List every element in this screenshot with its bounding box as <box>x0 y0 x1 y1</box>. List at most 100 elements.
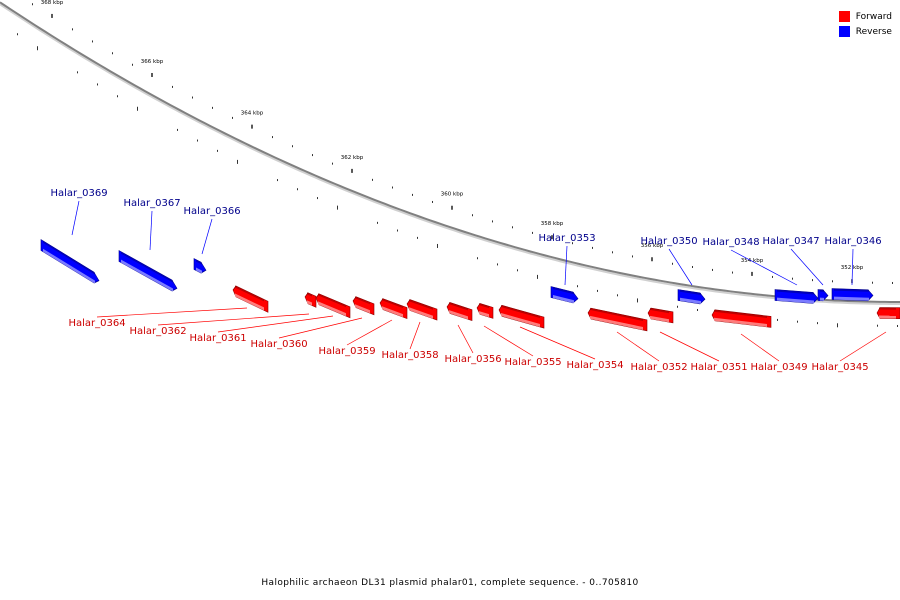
minor-tick-upper <box>372 178 373 181</box>
leader-line <box>730 249 798 286</box>
gene-shade <box>479 303 489 309</box>
minor-tick-lower <box>77 71 78 74</box>
minor-tick-upper <box>692 265 693 268</box>
leader-line <box>409 321 421 350</box>
minor-tick-lower <box>417 236 418 239</box>
minor-tick-upper <box>292 145 293 148</box>
minor-tick-upper <box>172 85 173 88</box>
gene-label: Halar_0358 <box>381 350 438 361</box>
gene-label: Halar_0353 <box>538 233 595 244</box>
gene-arrow-halar-0347 <box>817 289 829 302</box>
minor-tick-upper <box>512 226 513 229</box>
minor-tick-lower <box>237 159 238 164</box>
minor-tick-upper <box>472 214 473 217</box>
map-caption: Halophilic archaeon DL31 plasmid phalar0… <box>261 578 639 588</box>
gene-shade <box>43 240 95 275</box>
minor-tick-upper <box>632 255 633 258</box>
gene-shade <box>121 251 173 283</box>
gene-label: Halar_0361 <box>189 333 246 344</box>
gene-label: Halar_0348 <box>702 237 759 248</box>
gene-arrow-halar-0362 <box>304 292 317 308</box>
minor-tick-lower <box>837 323 838 328</box>
minor-tick-upper <box>232 116 233 119</box>
tick-label: 364 kbp <box>241 111 264 117</box>
gene-arrow-halar-0346 <box>831 288 874 302</box>
leader-line <box>217 315 334 333</box>
minor-tick-lower <box>897 324 898 327</box>
legend-reverse: Reverse <box>838 24 892 39</box>
minor-tick-upper <box>572 242 573 245</box>
minor-tick-upper <box>132 63 133 66</box>
minor-tick-upper <box>592 246 593 249</box>
gene-arrow-halar-0348 <box>774 289 819 304</box>
minor-tick-upper <box>212 106 213 109</box>
leader-line <box>346 319 393 346</box>
minor-tick-lower <box>97 83 98 86</box>
gene-shade <box>777 289 814 295</box>
leader-line <box>96 307 248 318</box>
gene-highlight <box>355 304 370 314</box>
gene-shade <box>449 302 468 311</box>
leader-line <box>149 210 153 251</box>
gene-label: Halar_0350 <box>640 236 697 247</box>
gene-highlight <box>307 300 312 306</box>
minor-tick-lower <box>537 274 538 279</box>
gene-highlight <box>382 306 403 318</box>
minor-tick-upper <box>732 271 733 274</box>
gene-shade <box>409 299 433 310</box>
minor-tick-upper <box>392 186 393 189</box>
gene-label: Halar_0369 <box>50 188 107 199</box>
minor-tick-upper <box>112 52 113 55</box>
minor-tick-lower <box>437 243 438 248</box>
gene-highlight <box>449 310 468 320</box>
minor-tick-lower <box>597 289 598 292</box>
minor-tick-lower <box>377 221 378 224</box>
gene-arrow-halar-0367 <box>118 250 178 292</box>
gene-arrow-halar-0360 <box>352 296 375 316</box>
leader-line <box>201 218 213 255</box>
leader-line <box>519 326 596 360</box>
minor-tick-lower <box>197 139 198 142</box>
minor-tick-upper <box>92 40 93 43</box>
gene-label: Halar_0352 <box>630 362 687 373</box>
leader-line <box>790 248 824 286</box>
gene-arrow-halar-0353 <box>550 286 579 304</box>
gene-shade <box>680 289 701 296</box>
gene-highlight <box>501 313 540 327</box>
legend-forward-label: Forward <box>855 11 892 22</box>
gene-label: Halar_0347 <box>762 236 819 247</box>
minor-tick-lower <box>477 257 478 260</box>
gene-shade <box>879 307 896 310</box>
gene-shade <box>307 292 312 297</box>
gene-shade <box>820 289 824 292</box>
minor-tick-upper <box>812 279 813 282</box>
minor-tick-upper <box>312 154 313 157</box>
gene-highlight <box>121 259 173 292</box>
gene-arrow-halar-0358 <box>406 299 438 321</box>
minor-tick-lower <box>177 128 178 131</box>
leader-line <box>564 245 568 286</box>
gene-shade <box>355 296 370 305</box>
backbone <box>0 1 900 305</box>
gene-shade <box>196 259 202 265</box>
gene-body <box>304 292 317 308</box>
minor-tick-lower <box>817 322 818 325</box>
gene-shade <box>650 307 669 314</box>
minor-tick-lower <box>217 149 218 152</box>
gene-arrow-halar-0354 <box>498 304 545 329</box>
minor-tick-lower <box>617 294 618 297</box>
gene-arrow-halar-0359 <box>379 298 408 320</box>
tick-label: 358 kbp <box>541 221 564 227</box>
minor-tick-upper <box>192 96 193 99</box>
minor-tick-lower <box>677 305 678 308</box>
gene-highlight <box>590 315 643 331</box>
gene-arrow-halar-0345 <box>876 307 900 319</box>
minor-tick-lower <box>137 106 138 111</box>
gene-arrow-halar-0356 <box>446 302 473 322</box>
gene-highlight <box>820 297 824 301</box>
gene-arrow-halar-0364 <box>232 285 269 313</box>
minor-tick-upper <box>492 220 493 223</box>
gene-label: Halar_0364 <box>68 318 125 329</box>
tick-label: 366 kbp <box>141 59 164 65</box>
minor-tick-upper <box>32 3 33 6</box>
